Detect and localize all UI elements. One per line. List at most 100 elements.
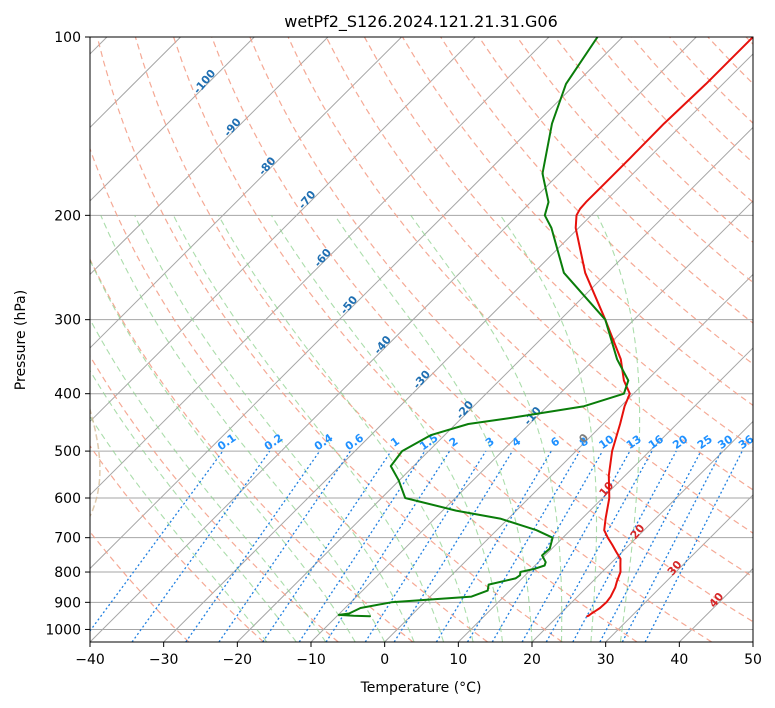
isotherm-line [605,494,753,642]
moist-adiabat-line [90,369,297,642]
dry-adiabat-line [249,37,753,578]
isotherm-line [752,641,753,642]
mixing-ratio-line [90,450,224,633]
mixing-ratio-line [599,450,702,642]
mixing-ratio-label: 30 [715,432,735,452]
y-tick-label: 100 [54,30,81,46]
mixing-ratio-line [435,450,552,642]
mixing-ratio-label: 1 [388,435,402,450]
moist-adiabat-line [90,318,327,642]
y-tick-label: 1000 [45,622,81,638]
dry-adiabat-line [554,37,753,244]
mixing-ratio-label: 4 [510,435,524,450]
mixing-ratio-line [491,450,604,642]
isotherm-line [90,37,550,496]
mixing-ratio-label: 20 [670,432,690,452]
moist-adiabat-line [217,215,474,642]
isotherm-line [163,53,753,642]
dry-adiabat-line [745,37,753,45]
dry-adiabat-label: -60 [311,246,334,270]
dry-adiabat-label: 20 [628,521,648,541]
y-tick-label: 500 [54,444,81,460]
x-tick-label: −30 [149,652,179,668]
y-axis-label: Pressure (hPa) [13,290,29,390]
dry-adiabat-line [211,37,753,623]
dry-adiabat-line [516,37,753,284]
dry-adiabat-line [90,444,264,642]
isotherm-line [90,37,255,202]
y-tick-label: 700 [54,531,81,547]
mixing-ratio-line [521,450,631,642]
x-tick-label: 0 [380,652,389,668]
dry-adiabat-line [90,354,339,642]
plot-frame [89,36,754,643]
x-tick-label: 10 [449,652,467,668]
isotherm-line [90,37,697,642]
dry-adiabat-label: 30 [665,558,685,578]
dry-adiabat-line [90,257,414,642]
dry-adiabat-line [96,37,563,642]
mixing-ratio-label: 25 [695,433,715,452]
dry-adiabat-label: -80 [256,154,279,178]
chart-title: wetPf2_S126.2024.121.21.31.G06 [284,12,558,32]
moist-adiabat-line [499,214,598,642]
dry-adiabat-line [90,147,488,642]
mixing-ratio-label: 16 [646,432,666,452]
x-tick-label: 50 [744,652,762,668]
dry-adiabat-line [478,37,753,324]
mixing-ratio-line [218,450,352,642]
dry-adiabat-line [325,37,753,491]
mixing-ratio-line [325,450,451,642]
moist-adiabat-line [410,214,563,642]
moist-adiabat-line [270,215,504,642]
moist-adiabat-line [596,215,641,642]
mixing-ratio-label: 0.1 [215,431,238,453]
dry-adiabat-line [287,37,753,534]
y-tick-label: 300 [54,313,81,329]
moist-adiabat-line [90,258,356,642]
dry-adiabat-label: -100 [191,67,219,97]
dry-adiabat-line [173,37,713,642]
dry-adiabat-label: -90 [221,115,244,139]
mixing-ratio-line [185,450,321,642]
dry-adiabat-label: -40 [371,333,394,357]
series-line-1 [574,37,753,618]
series-line-2 [337,37,630,618]
x-tick-label: −20 [223,652,253,668]
isotherm-line [384,273,753,642]
mixing-ratio-line [572,450,677,642]
x-tick-label: 30 [597,652,615,668]
dry-adiabat-label: -20 [453,398,476,422]
isotherm-line [90,37,402,349]
dry-adiabat-label: 40 [706,590,726,610]
x-tick-label: 40 [670,652,688,668]
dry-adiabat-label: -30 [410,368,433,392]
y-tick-label: 400 [54,387,81,403]
moist-adiabat-line [100,215,386,642]
isotherm-line [236,126,753,642]
isotherm-line [90,37,476,423]
dry-adiabat-line [592,37,753,204]
dry-adiabat-label: -50 [338,293,361,317]
mixing-ratio-line [298,450,426,642]
mixing-ratio-line [131,450,271,642]
y-tick-label: 200 [54,208,81,224]
moist-adiabat-line [90,415,268,642]
isotherm-line [678,567,753,642]
mixing-ratio-line [466,450,581,642]
moist-adiabat-line [334,214,533,642]
mixing-ratio-line [644,450,743,642]
x-axis-label: Temperature (°C) [360,680,482,696]
x-tick-label: −10 [296,652,326,668]
dry-adiabat-line [707,37,753,85]
y-tick-label: 800 [54,565,81,581]
mixing-ratio-label: 3 [483,435,497,450]
mixing-ratio-label: 2 [447,435,461,450]
mixing-ratio-line [364,450,487,642]
mixing-ratio-label: 0.4 [312,431,336,453]
mixing-ratio-line [393,450,513,642]
mixing-ratio-label: 0.6 [343,431,367,453]
dry-adiabat-line [134,37,638,642]
dry-adiabat-line [669,37,753,124]
